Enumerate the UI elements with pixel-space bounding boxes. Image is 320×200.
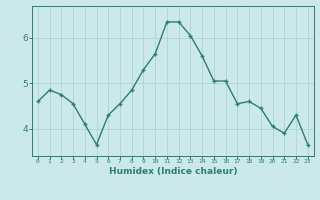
X-axis label: Humidex (Indice chaleur): Humidex (Indice chaleur) (108, 167, 237, 176)
